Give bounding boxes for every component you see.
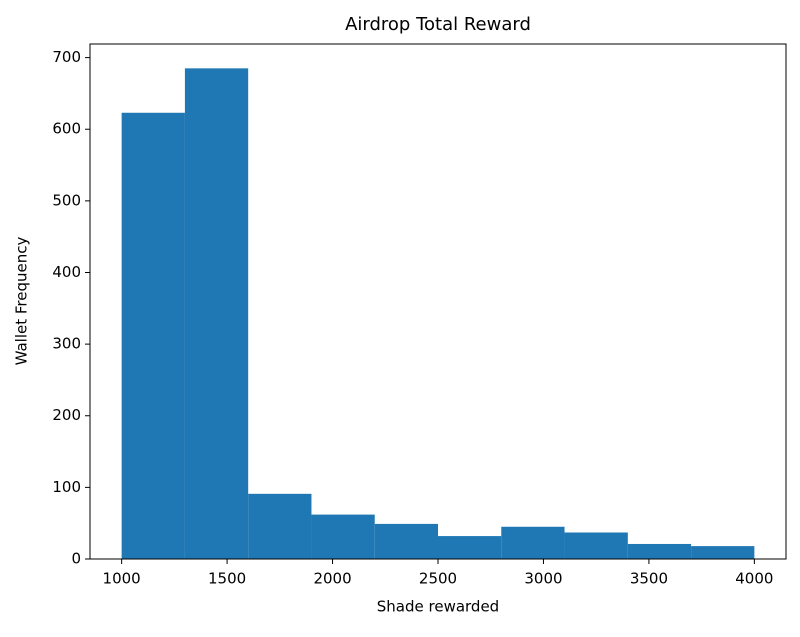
- x-tick-label: 2000: [313, 570, 351, 588]
- bar: [121, 112, 185, 559]
- bar: [627, 543, 692, 559]
- y-tick-label: 300: [52, 335, 81, 353]
- y-tick-label: 100: [52, 478, 81, 496]
- x-tick-label: 1500: [208, 570, 246, 588]
- bar: [564, 532, 628, 559]
- bar: [691, 546, 755, 559]
- bar: [501, 526, 565, 559]
- bar: [311, 514, 375, 559]
- y-tick-label: 0: [71, 550, 81, 568]
- x-tick-label: 2500: [419, 570, 457, 588]
- y-tick-label: 400: [52, 263, 81, 281]
- bar: [374, 523, 438, 559]
- y-tick-label: 600: [52, 120, 81, 138]
- y-axis-label: Wallet Frequency: [13, 237, 31, 366]
- x-axis-label: Shade rewarded: [377, 598, 499, 616]
- bar: [438, 536, 502, 559]
- y-tick-label: 500: [52, 191, 81, 209]
- x-tick-label: 1000: [103, 570, 141, 588]
- x-tick-label: 3500: [630, 570, 668, 588]
- x-tick-label: 4000: [735, 570, 773, 588]
- x-tick-label: 3000: [524, 570, 562, 588]
- y-tick-label: 700: [52, 48, 81, 66]
- bar: [248, 493, 312, 559]
- y-tick-label: 200: [52, 406, 81, 424]
- chart-title: Airdrop Total Reward: [345, 14, 531, 35]
- bar: [184, 68, 249, 559]
